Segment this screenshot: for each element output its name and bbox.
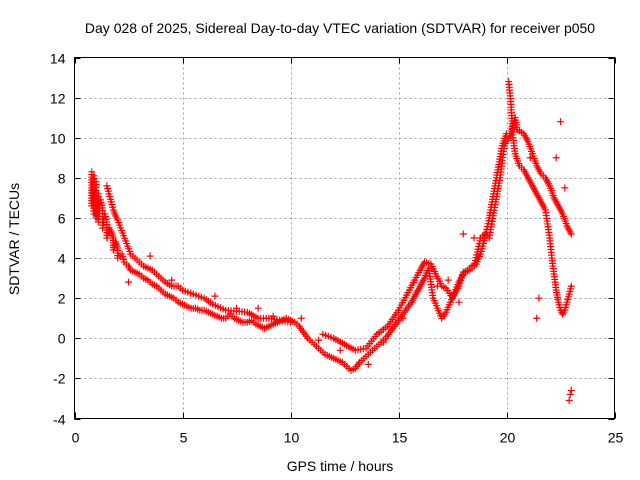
data-point-scattered	[567, 386, 575, 394]
y-tick-label: 0	[58, 331, 66, 347]
data-point-scattered	[399, 314, 407, 322]
y-tick-label: 4	[58, 251, 66, 267]
axis-ticks: 0 5 10 15 20 25 -4 -2 0 2 4 6 8 10 12 14	[50, 51, 624, 446]
data-point-scattered	[433, 282, 441, 290]
data-point-scattered	[233, 304, 240, 312]
data-point-scattered	[364, 360, 372, 368]
data-point-scattered	[552, 154, 560, 162]
grid-lines	[74, 57, 615, 419]
data-point-scattered	[455, 298, 463, 306]
data-point-scattered	[565, 396, 573, 404]
data-point-scattered	[444, 276, 452, 284]
x-tick-label: 20	[500, 430, 516, 446]
data-point-main	[567, 282, 575, 290]
data-point-scattered	[459, 230, 467, 238]
data-point-upper-band	[287, 318, 294, 326]
data-point-scattered	[297, 314, 305, 322]
x-tick-label: 0	[72, 430, 80, 446]
data-point-scattered	[336, 346, 344, 354]
y-tick-label: 14	[50, 51, 66, 67]
chart-title: Day 028 of 2025, Sidereal Day-to-day VTE…	[85, 20, 595, 36]
y-tick-label: 10	[50, 131, 66, 147]
data-point-scattered	[561, 184, 569, 192]
data-point-scattered	[566, 390, 574, 398]
data-point-scattered	[125, 278, 132, 286]
y-tick-label: 12	[50, 91, 66, 107]
data-point-scattered	[535, 294, 543, 302]
data-point-scattered	[254, 304, 262, 312]
data-point-scattered	[526, 154, 534, 162]
data-point-scattered	[211, 292, 219, 300]
y-tick-label: 2	[58, 291, 66, 307]
y-tick-label: 8	[58, 171, 66, 187]
data-point-scattered	[168, 276, 176, 284]
data-point-scattered	[146, 252, 154, 260]
y-tick-label: -4	[53, 412, 66, 428]
x-tick-label: 15	[392, 430, 408, 446]
data-point-upper-band	[567, 230, 575, 238]
y-tick-label: -2	[53, 371, 66, 387]
y-axis-label: SDTVAR / TECUs	[6, 183, 22, 295]
data-point-scattered	[557, 118, 564, 126]
data-point-scattered	[315, 336, 323, 344]
data-point-scattered	[533, 314, 541, 322]
y-tick-label: 6	[58, 211, 66, 227]
data-points	[88, 78, 575, 404]
data-point-scattered	[379, 338, 387, 346]
plot-frame	[74, 57, 615, 419]
data-point-scattered	[470, 234, 478, 242]
x-axis-label: GPS time / hours	[287, 458, 394, 474]
x-tick-label: 5	[180, 430, 188, 446]
data-point-scattered	[269, 312, 277, 320]
x-tick-label: 25	[608, 430, 624, 446]
x-tick-label: 10	[284, 430, 300, 446]
